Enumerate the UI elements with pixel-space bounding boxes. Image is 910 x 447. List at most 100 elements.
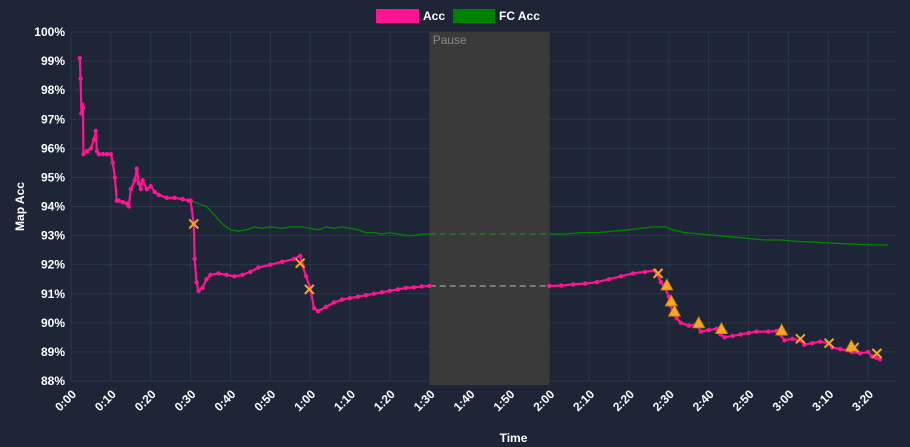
acc-point	[570, 282, 576, 287]
y-tick-label: 89%	[41, 345, 65, 359]
acc-point	[355, 294, 361, 299]
acc-point	[311, 306, 317, 311]
acc-point	[706, 327, 711, 333]
acc-point	[363, 293, 369, 298]
y-axis-title: Map Acc	[13, 182, 27, 231]
y-tick-label: 100%	[34, 25, 65, 39]
acc-point	[559, 283, 564, 288]
acc-point	[188, 198, 193, 203]
x-tick-label: 1:00	[291, 387, 318, 414]
acc-point	[582, 281, 588, 286]
acc-point	[782, 338, 787, 343]
acc-point	[248, 269, 253, 275]
x-tick-label: 1:20	[371, 387, 398, 414]
y-tick-label: 98%	[41, 83, 65, 97]
x-tick-label: 2:40	[690, 387, 717, 414]
acc-point	[371, 291, 377, 296]
series-line-acc	[78, 58, 430, 313]
x-tick-label: 0:20	[132, 387, 159, 414]
acc-point	[216, 271, 221, 276]
y-tick-label: 91%	[41, 287, 65, 301]
acc-point	[857, 351, 863, 356]
y-tick-label: 93%	[41, 229, 65, 243]
acc-point	[152, 189, 157, 195]
acc-point	[642, 269, 648, 275]
acc-point	[315, 309, 321, 314]
y-tick-label: 90%	[41, 316, 65, 330]
acc-point	[112, 175, 118, 180]
acc-point	[128, 186, 133, 192]
acc-point	[110, 160, 116, 166]
acc-point	[81, 151, 86, 157]
x-tick-label: 1:10	[331, 387, 358, 414]
acc-point	[419, 284, 424, 289]
x-tick-label: 0:30	[172, 387, 199, 414]
acc-point	[347, 295, 353, 301]
acc-point	[256, 265, 261, 270]
acc-point	[686, 323, 691, 328]
legend-swatch	[376, 9, 419, 23]
x-tick-label: 3:10	[809, 387, 836, 414]
acc-point	[606, 277, 612, 282]
acc-point	[810, 340, 815, 346]
miss-x-marker	[848, 342, 860, 353]
acc-point	[297, 253, 303, 259]
acc-point	[291, 256, 297, 262]
acc-point	[136, 181, 141, 186]
acc-point	[865, 349, 871, 355]
miss-x-marker	[795, 333, 806, 345]
acc-point	[148, 183, 153, 189]
acc-point	[194, 279, 199, 285]
acc-point	[730, 333, 735, 339]
triangle-marker	[660, 278, 674, 291]
x-tick-label: 0:00	[52, 387, 79, 414]
acc-point	[379, 290, 385, 295]
miss-x-marker	[304, 284, 315, 295]
acc-point	[303, 274, 309, 279]
acc-point	[96, 151, 102, 157]
acc-point	[240, 272, 245, 278]
legend-item-fc-acc[interactable]: FC Acc	[453, 9, 540, 23]
acc-point	[140, 178, 145, 183]
acc-point	[818, 339, 823, 344]
x-tick-label: 1:30	[411, 387, 438, 414]
acc-point	[78, 76, 83, 81]
acc-point	[134, 166, 139, 171]
x-tick-label: 2:50	[730, 387, 757, 414]
acc-point	[403, 285, 408, 291]
x-tick-label: 1:50	[491, 387, 518, 414]
legend-item-acc[interactable]: Acc	[376, 9, 445, 23]
triangle-marker	[714, 321, 729, 335]
legend-swatch	[453, 9, 495, 23]
y-tick-label: 95%	[41, 170, 65, 184]
triangle-marker	[692, 315, 706, 329]
miss-x-marker	[652, 268, 664, 279]
acc-point	[180, 197, 185, 202]
acc-point	[738, 332, 743, 337]
acc-point	[208, 272, 213, 278]
acc-point	[674, 316, 679, 321]
acc-point	[192, 256, 197, 262]
y-tick-label: 94%	[41, 200, 65, 214]
acc-point	[232, 274, 237, 279]
acc-point	[331, 300, 337, 305]
miss-x-marker	[871, 348, 883, 359]
acc-point	[126, 204, 131, 209]
x-tick-label: 2:20	[610, 387, 637, 414]
acc-point	[108, 151, 114, 157]
x-tick-label: 0:50	[251, 387, 278, 414]
acc-point	[678, 320, 683, 326]
acc-point	[164, 195, 169, 200]
acc-point	[204, 277, 209, 282]
legend[interactable]: Acc FC Acc	[376, 9, 540, 23]
legend-label: FC Acc	[499, 9, 540, 23]
acc-point	[91, 137, 97, 142]
acc-point	[547, 283, 552, 289]
acc-point	[618, 274, 624, 279]
pause-label: Pause	[433, 33, 467, 47]
acc-point	[395, 287, 401, 292]
acc-point	[93, 128, 98, 134]
y-tick-label: 96%	[41, 141, 65, 155]
acc-point	[88, 146, 94, 151]
acc-point	[427, 283, 432, 289]
